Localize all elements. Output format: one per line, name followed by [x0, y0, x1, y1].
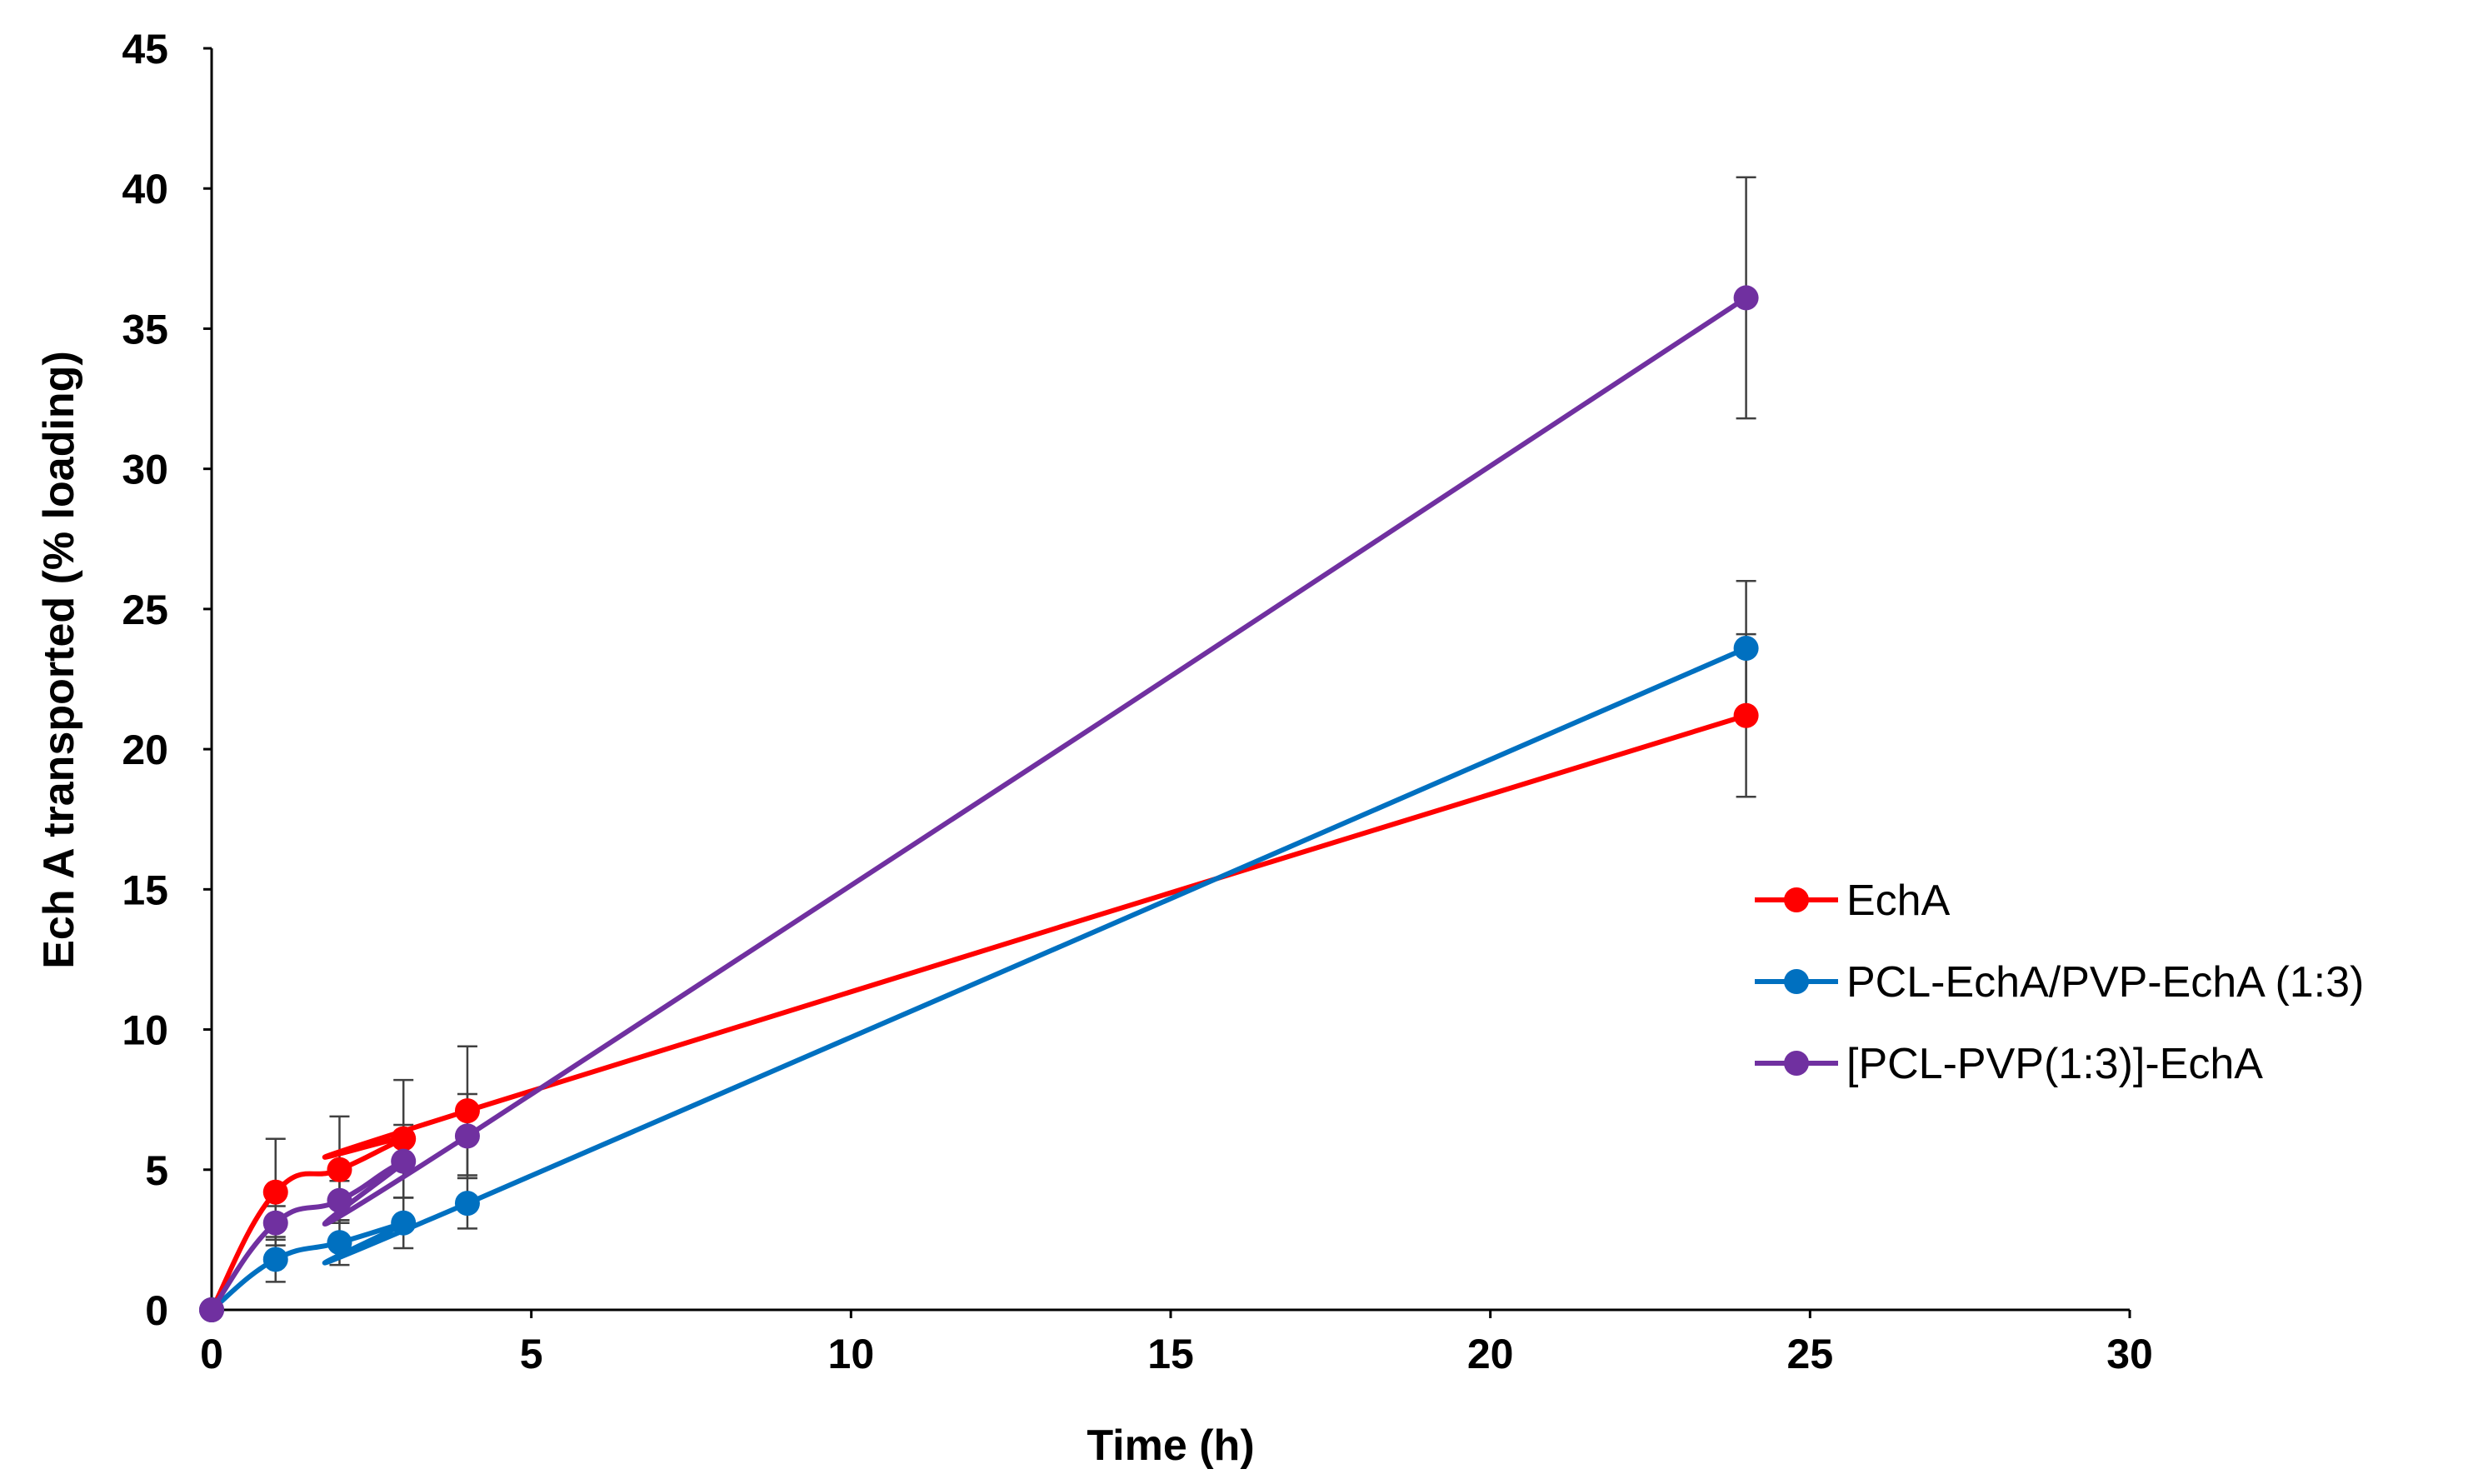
x-tick-label: 30	[2106, 1331, 2153, 1377]
legend-swatch-marker	[1784, 969, 1809, 994]
x-tick-label: 25	[1787, 1331, 1834, 1377]
data-point	[391, 1148, 417, 1174]
data-point	[327, 1157, 352, 1182]
data-point	[199, 1297, 224, 1322]
data-point	[262, 1179, 288, 1205]
data-point	[1733, 285, 1759, 311]
y-tick-label: 35	[122, 306, 168, 352]
legend-label: [PCL-PVP(1:3)]-EchA	[1846, 1040, 2263, 1088]
data-point	[454, 1123, 480, 1149]
legend-swatch-marker	[1784, 887, 1809, 912]
legend-swatch-marker	[1784, 1051, 1809, 1076]
y-axis-title: Ech A transported (% loading)	[35, 351, 83, 969]
series-line	[209, 295, 1749, 1312]
data-point	[1733, 635, 1759, 661]
y-tick-label: 0	[145, 1287, 168, 1334]
x-tick-label: 5	[520, 1331, 543, 1377]
y-tick-label: 25	[122, 587, 168, 633]
tick-labels: 0 5 10 15 20 25 30 35 40 45 0 5 10 15 20 25 30	[122, 26, 2152, 1377]
data-point	[262, 1210, 288, 1236]
data-point	[391, 1126, 417, 1152]
series-lines	[209, 295, 1749, 1312]
data-point	[1733, 702, 1759, 728]
y-tick-label: 45	[122, 26, 168, 72]
series-markers	[199, 285, 1759, 1322]
legend: EchA PCL-EchA/PVP-EchA (1:3) [PCL-PVP(1:3)…	[1755, 877, 2364, 1088]
y-tick-label: 15	[122, 867, 168, 913]
x-axis-title: Time (h)	[1087, 1422, 1254, 1470]
legend-label: PCL-EchA/PVP-EchA (1:3)	[1846, 958, 2364, 1007]
y-tick-label: 10	[122, 1007, 168, 1054]
data-point	[391, 1210, 417, 1236]
y-tick-label: 30	[122, 447, 168, 493]
x-tick-label: 0	[200, 1331, 223, 1377]
y-tick-label: 20	[122, 727, 168, 773]
error-bars	[265, 176, 1756, 1283]
data-point	[454, 1191, 480, 1217]
y-tick-label: 5	[145, 1147, 168, 1194]
y-tick-label: 40	[122, 166, 168, 212]
data-point	[327, 1230, 352, 1256]
data-point	[454, 1098, 480, 1124]
x-tick-label: 15	[1147, 1331, 1194, 1377]
series-line	[209, 646, 1749, 1312]
x-tick-label: 20	[1467, 1331, 1514, 1377]
data-point	[262, 1247, 288, 1272]
legend-label: EchA	[1846, 877, 1951, 925]
data-point	[327, 1187, 352, 1213]
x-tick-label: 10	[828, 1331, 875, 1377]
